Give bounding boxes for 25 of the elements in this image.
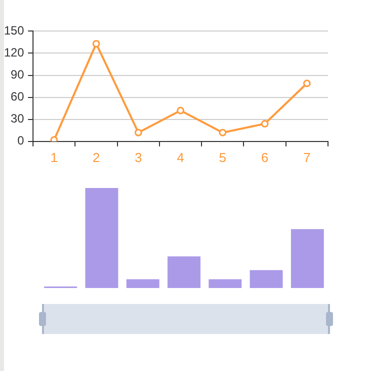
bar bbox=[85, 188, 118, 288]
bar bbox=[290, 229, 324, 288]
y-tick-label: 60 bbox=[10, 90, 24, 104]
x-tick-label: 4 bbox=[176, 150, 184, 165]
y-tick-label: 0 bbox=[17, 134, 24, 148]
bar bbox=[208, 279, 242, 288]
x-tick-label: 5 bbox=[219, 150, 226, 165]
x-tick-label: 1 bbox=[50, 150, 58, 165]
y-tick-label: 150 bbox=[4, 24, 24, 38]
x-tick-label: 7 bbox=[303, 150, 311, 165]
x-tick-label: 2 bbox=[92, 150, 100, 165]
y-tick-label: 90 bbox=[10, 68, 24, 82]
bar bbox=[168, 256, 200, 288]
x-tick-label: 6 bbox=[261, 150, 268, 165]
y-tick-label: 120 bbox=[4, 46, 24, 60]
bar bbox=[126, 279, 160, 288]
point bbox=[218, 128, 226, 136]
point bbox=[176, 106, 184, 114]
point bbox=[92, 40, 100, 48]
point bbox=[261, 120, 269, 128]
x-tick-label: 3 bbox=[134, 150, 142, 165]
bar bbox=[250, 270, 283, 288]
y-tick-label: 30 bbox=[10, 112, 24, 126]
point bbox=[303, 80, 311, 88]
point bbox=[134, 128, 142, 136]
